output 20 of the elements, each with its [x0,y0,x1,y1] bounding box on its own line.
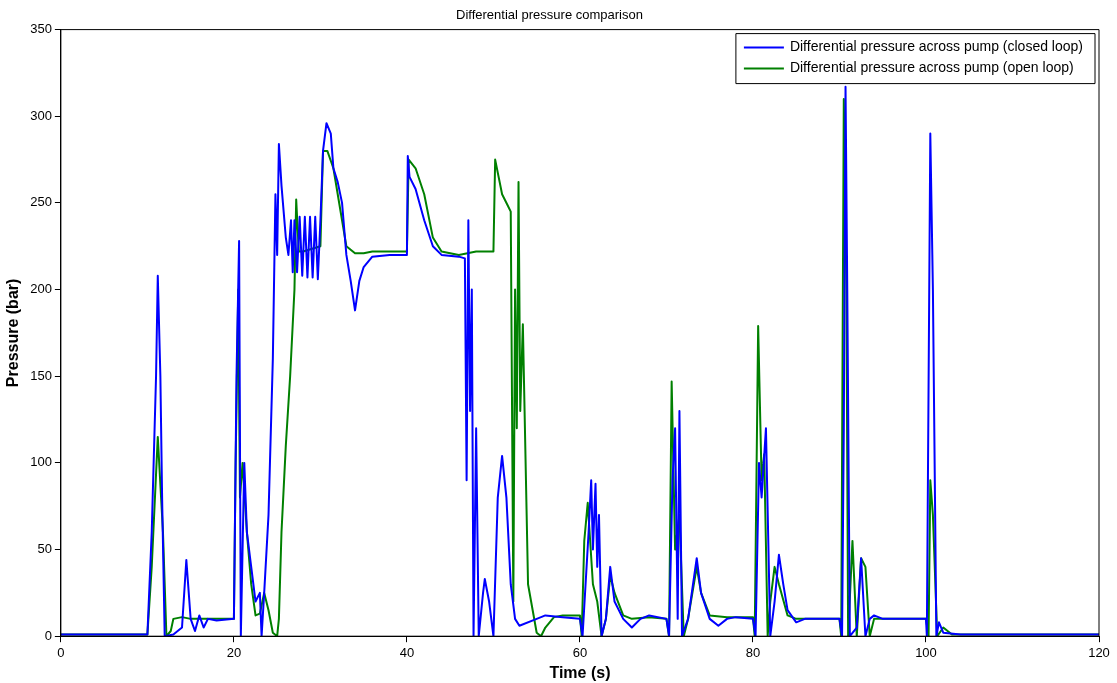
y-tick-label: 250 [30,194,52,210]
legend-label: Differential pressure across pump (open loop) [789,59,1074,76]
x-tick-label: 80 [745,644,761,660]
x-tick-label: 120 [1088,644,1110,660]
y-tick-label: 200 [30,281,52,297]
x-tick-label: 100 [915,644,937,660]
y-tick-label: 300 [30,107,52,123]
x-tick-label: 20 [226,644,242,660]
y-tick-label: 350 [30,21,52,37]
x-tick-label: 60 [572,644,588,660]
y-tick-label: 50 [37,541,52,557]
chart-title: Differential pressure comparison [456,7,643,23]
x-tick-label: 0 [57,644,65,660]
y-tick-label: 100 [30,454,52,470]
x-axis-title: Time (s) [549,663,611,681]
legend-label: Differential pressure across pump (closed loop) [789,38,1084,55]
y-axis-title: Pressure (bar) [4,278,22,388]
x-tick-label: 40 [399,644,415,660]
y-tick-label: 150 [30,367,52,383]
y-tick-label: 0 [44,627,52,643]
